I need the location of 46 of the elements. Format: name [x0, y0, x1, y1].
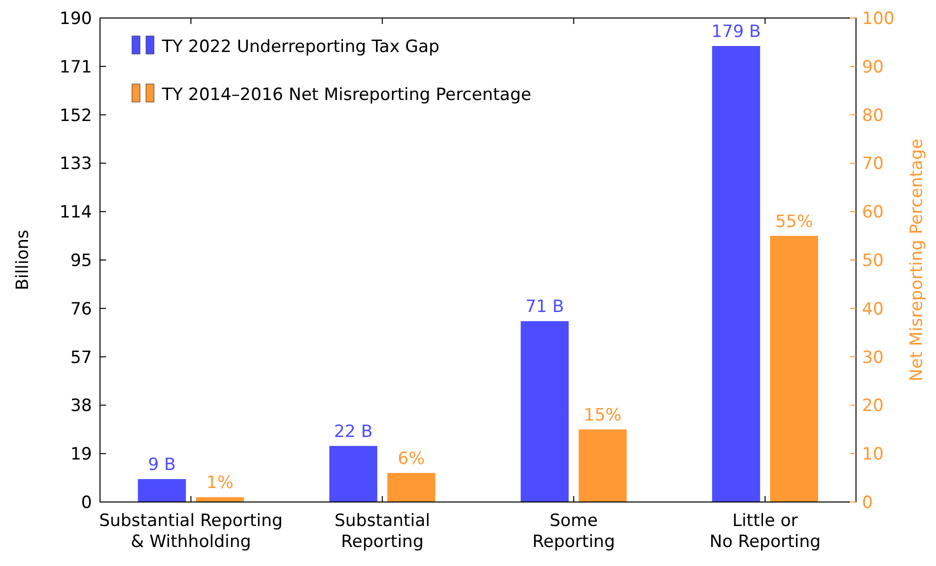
y2-tick-label: 0: [862, 493, 873, 513]
data-label: 71 B: [525, 297, 564, 318]
data-label: 9 B: [148, 455, 176, 476]
bar: [329, 446, 378, 502]
y2-tick-label: 50: [862, 251, 884, 271]
y-tick-label: 114: [60, 202, 92, 223]
legend-label: TY 2014–2016 Net Misreporting Percentage: [161, 85, 532, 105]
y2-tick-label: 30: [862, 348, 884, 368]
y-tick-label: 57: [70, 348, 92, 368]
y2-tick-label: 70: [862, 154, 884, 174]
data-label: 179 B: [711, 22, 761, 42]
y2-tick-label: 90: [862, 57, 884, 78]
y2-tick-label: 20: [862, 396, 884, 416]
y2-axis-title: Net Misreporting Percentage: [907, 138, 927, 382]
bar: [712, 46, 760, 502]
x-tick-label: Some Reporting: [532, 511, 616, 552]
y2-tick-label: 40: [862, 299, 884, 320]
bar: [138, 479, 186, 502]
x-tick-label: Little or No Reporting: [710, 511, 821, 552]
bar: [196, 497, 244, 502]
y-tick-label: 171: [60, 57, 92, 78]
y2-tick-label: 60: [862, 202, 884, 223]
data-label: 55%: [775, 212, 813, 232]
y-tick-label: 133: [60, 154, 92, 174]
y-tick-label: 95: [70, 251, 92, 271]
x-tick-label: Substantial Reporting: [334, 511, 430, 552]
data-label: 22 B: [334, 422, 373, 442]
y-tick-label: 76: [70, 299, 92, 320]
data-label: 1%: [206, 473, 234, 494]
bar: [770, 236, 818, 502]
legend-label: TY 2022 Underreporting Tax Gap: [161, 37, 440, 57]
data-label: 15%: [584, 405, 622, 426]
bar: [520, 321, 569, 502]
y2-tick-label: 10: [862, 444, 884, 465]
bar: [387, 472, 436, 502]
y2-tick-label: 100: [862, 9, 894, 29]
y-tick-label: 152: [60, 106, 92, 126]
data-label: 6%: [398, 448, 425, 469]
y-tick-label: 38: [70, 396, 92, 416]
y-tick-label: 0: [81, 493, 92, 513]
y-axis-title: Billions: [13, 230, 33, 290]
x-tick-label: Substantial Reporting & Withholding: [99, 511, 283, 552]
y2-tick-label: 80: [862, 106, 884, 126]
y-tick-label: 19: [70, 444, 92, 465]
bar: [578, 429, 627, 502]
y-tick-label: 190: [60, 9, 92, 29]
